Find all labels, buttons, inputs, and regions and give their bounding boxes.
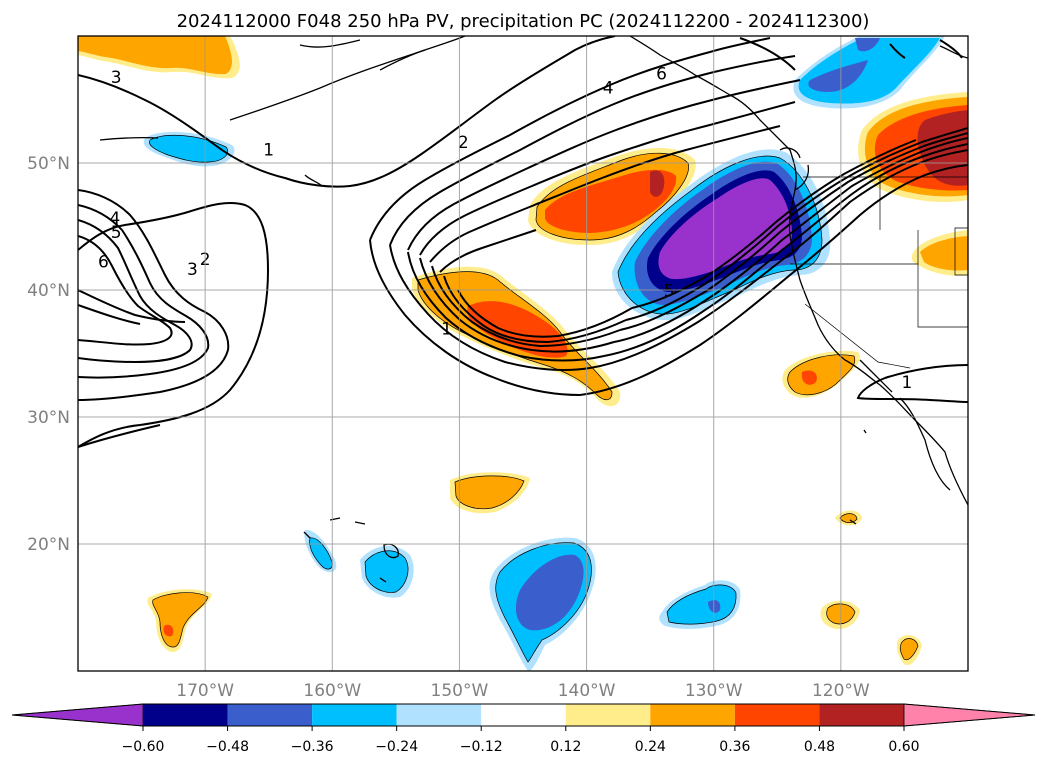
contour-label: 4 <box>109 209 120 229</box>
lat-tick-label: 20°N <box>27 535 70 555</box>
precip-blob-18n-negative <box>489 537 596 671</box>
lon-tick-labels: 170°W 160°W 150°W 140°W 130°W 120°W <box>176 681 870 701</box>
figure-title: 2024112000 F048 250 hPa PV, precipitatio… <box>177 11 870 32</box>
lon-tick-label: 120°W <box>812 681 870 701</box>
precip-blob-alaska-negative <box>793 36 945 109</box>
lon-tick-label: 150°W <box>431 681 489 701</box>
colorbar-tick-label: −0.24 <box>375 739 418 755</box>
precipitation-shading <box>78 36 968 671</box>
colorbar-segment <box>227 704 313 726</box>
pv-contours <box>78 36 968 448</box>
precip-blob-15n-negative <box>659 580 741 629</box>
colorbar-extend-high <box>903 703 1036 727</box>
contour-label: 2 <box>458 133 469 153</box>
state-borders <box>790 176 968 369</box>
colorbar-segment <box>143 704 228 726</box>
colorbar-tick-label: 0.60 <box>888 739 919 755</box>
precip-blob-aleutian-negative <box>143 131 235 167</box>
colorbar-segment <box>396 704 482 726</box>
precip-blob-small-positives <box>820 510 922 666</box>
contour-label: 5 <box>664 282 675 302</box>
islands <box>303 517 399 583</box>
colorbar-tick-label: 0.36 <box>719 739 750 755</box>
lat-tick-labels: 20°N 30°N 40°N 50°N <box>27 154 70 555</box>
contour-label: 6 <box>98 252 109 272</box>
precip-blob-sw-positive <box>147 589 212 652</box>
precip-blob-pnw-negative <box>612 149 831 321</box>
colorbar: −0.60 −0.48 −0.36 −0.24 −0.12 0.12 0.24 0.36 0.4… <box>11 703 1036 755</box>
contour-label: 4 <box>603 78 614 98</box>
map-border <box>77 35 969 672</box>
contour-label: 1 <box>263 141 274 161</box>
colorbar-tick-label: −0.60 <box>122 739 165 755</box>
contour-label: 3 <box>111 68 122 88</box>
precip-blob-25n-positive <box>450 472 530 514</box>
colorbar-tick-label: −0.12 <box>460 739 503 755</box>
precip-blob-great-basin-positive <box>911 230 968 276</box>
colorbar-extend-low <box>11 703 144 727</box>
colorbar-tick-label: 0.24 <box>635 739 666 755</box>
colorbar-segment <box>734 704 820 726</box>
lon-tick-label: 140°W <box>558 681 616 701</box>
precip-blob-nw-positive <box>78 36 240 79</box>
colorbar-segment <box>481 704 566 726</box>
colorbar-segment <box>565 704 651 726</box>
precip-blob-nepac-positive <box>528 148 696 246</box>
contour-label: 6 <box>656 64 667 84</box>
contour-label: 3 <box>187 260 198 280</box>
graticule <box>78 36 968 671</box>
lat-tick-label: 40°N <box>27 281 70 301</box>
lat-tick-label: 50°N <box>27 154 70 174</box>
colorbar-segment <box>819 704 904 726</box>
lon-tick-label: 170°W <box>176 681 234 701</box>
colorbar-segment <box>650 704 735 726</box>
colorbar-tick-label: −0.48 <box>206 739 249 755</box>
lon-tick-label: 130°W <box>685 681 743 701</box>
contour-label: 5 <box>111 223 122 243</box>
colorbar-tick-label: 0.48 <box>804 739 835 755</box>
lat-tick-label: 30°N <box>27 408 70 428</box>
contour-label: 1 <box>902 373 913 393</box>
colorbar-tick-label: −0.36 <box>291 739 334 755</box>
colorbar-tick-label: 0.12 <box>550 739 581 755</box>
colorbar-segment <box>312 704 397 726</box>
precip-blob-hawaii-negative <box>304 529 414 598</box>
lon-tick-label: 160°W <box>303 681 361 701</box>
contour-label: 1 <box>441 320 452 340</box>
